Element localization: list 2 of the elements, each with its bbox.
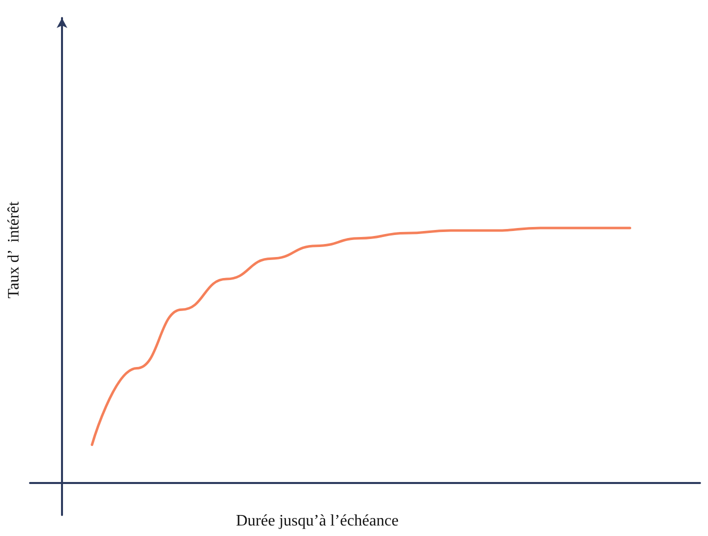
- y-axis-title: Taux d’ intérêt: [6, 201, 22, 298]
- x-axis-title: Durée jusqu’à l’échéance: [236, 512, 399, 530]
